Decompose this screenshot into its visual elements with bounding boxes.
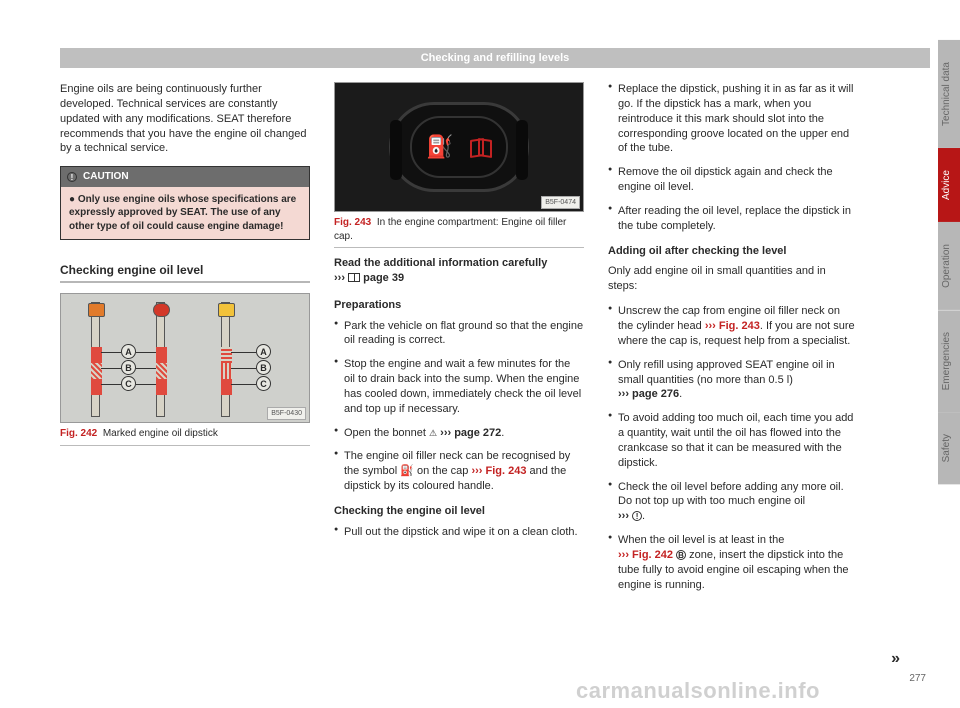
figure-243-caption: Fig. 243 In the engine compartment: Engi… [334,216,584,248]
add-item-4: Check the oil level before adding any mo… [608,480,858,525]
add-item-5a: When the oil level is at least in the [618,534,784,546]
oil-cap-face: ⛽ [410,116,508,178]
zone-label-b-left: B [121,360,136,375]
figure-242-caption: Fig. 242 Marked engine oil dipstick [60,427,310,446]
read-ref-page: page 39 [363,272,404,284]
prep-item-2: Stop the engine and wait a few minutes f… [334,357,584,416]
intro-paragraph: Engine oils are being continuously furth… [60,82,310,156]
prep-item-4b: on the cap [414,465,472,477]
page-number: 277 [909,673,926,684]
check-item-3: Remove the oil dipstick again and check … [608,165,858,195]
tab-advice[interactable]: Advice [938,148,960,222]
add-item-5b: ››› Fig. 242 [618,549,676,561]
zone-label-a-right: A [256,344,271,359]
figure-243-id: B5F-0474 [541,196,580,209]
zone-label-c-left: C [121,376,136,391]
column-3: Replace the dipstick, pushing it in as f… [608,82,858,601]
add-item-4a: Check the oil level before adding any mo… [618,481,844,508]
check-item-2: Replace the dipstick, pushing it in as f… [608,82,858,156]
zone-label-a-left: A [121,344,136,359]
add-item-1: Unscrew the cap from engine oil filler n… [608,304,858,349]
oil-symbol-icon: ⛽ [400,465,414,477]
figure-242: A B C A B C B5F-0430 [60,293,310,423]
tab-technical-data[interactable]: Technical data [938,40,960,148]
oil-can-icon: ⛽ [426,132,453,162]
prep-item-4: The engine oil filler neck can be recogn… [334,449,584,494]
add-item-5: When the oil level is at least in the ››… [608,533,858,592]
figure-242-label: Fig. 242 [60,428,97,439]
check-item-4: After reading the oil level, replace the… [608,204,858,234]
tab-emergencies[interactable]: Emergencies [938,310,960,412]
add-item-4c: . [642,510,645,522]
add-item-1b: ››› Fig. 243 [705,320,760,332]
manual-page: Checking and refilling levels Engine oil… [0,0,960,708]
adding-intro: Only add engine oil in small quantities … [608,264,858,294]
read-additional-text: Read the additional information carefull… [334,257,547,269]
check-item-1: Pull out the dipstick and wipe it on a c… [334,525,584,540]
figure-242-text: Marked engine oil dipstick [103,428,218,439]
dipstick-2 [156,302,165,417]
caution-box: ! CAUTION ● Only use engine oils whose s… [60,166,310,240]
book-icon [348,273,360,282]
manual-book-icon [470,139,492,155]
add-item-2b: ››› page 276 [618,388,679,400]
dipstick-3 [221,302,230,417]
prep-item-3b: ››› page 272 [440,427,501,439]
adding-heading: Adding oil after checking the level [608,244,858,259]
check-heading: Checking the engine oil level [334,504,584,519]
preparations-list: Park the vehicle on flat ground so that … [334,319,584,494]
zone-label-b-right: B [256,360,271,375]
add-item-3: To avoid adding too much oil, each time … [608,411,858,470]
column-2: ⛽ B5F-0474 Fig. 243 In the engine compar… [334,82,584,601]
continuation-marker: » [891,650,900,668]
caution-text: Only use engine oils whose specification… [69,194,296,232]
read-additional: Read the additional information carefull… [334,256,584,286]
caution-label: CAUTION [83,170,129,184]
dipstick-1 [91,302,100,417]
figure-243-label: Fig. 243 [334,217,371,228]
oil-filler-cap: ⛽ [389,102,529,192]
check-list-cont: Replace the dipstick, pushing it in as f… [608,82,858,234]
figure-242-id: B5F-0430 [267,407,306,420]
add-item-2: Only refill using approved SEAT engine o… [608,358,858,403]
prep-item-3c: . [501,427,504,439]
page-header: Checking and refilling levels [60,48,930,68]
tab-operation[interactable]: Operation [938,222,960,310]
prep-item-3: Open the bonnet ⚠ ››› page 272. [334,426,584,441]
column-1: Engine oils are being continuously furth… [60,82,310,601]
check-list: Pull out the dipstick and wipe it on a c… [334,525,584,540]
add-item-4b: ››› [618,510,632,522]
caution-header: ! CAUTION [61,167,309,187]
prep-item-1: Park the vehicle on flat ground so that … [334,319,584,349]
warning-triangle-icon: ⚠ [429,427,437,439]
read-ref-arrow: ››› [334,272,348,284]
watermark: carmanualsonline.info [576,678,820,704]
section-heading-check-oil: Checking engine oil level [60,262,310,283]
caution-body: ● Only use engine oils whose specificati… [61,187,309,240]
info-icon: ! [632,511,642,521]
tab-safety[interactable]: Safety [938,412,960,484]
adding-list: Unscrew the cap from engine oil filler n… [608,304,858,592]
prep-item-3a: Open the bonnet [344,427,429,439]
zone-b-icon: B [676,550,686,560]
caution-icon: ! [67,172,77,182]
preparations-heading: Preparations [334,298,584,313]
side-tabs: Technical data Advice Operation Emergenc… [938,40,960,485]
content-columns: Engine oils are being continuously furth… [60,82,930,601]
add-item-2a: Only refill using approved SEAT engine o… [618,359,835,386]
prep-item-4c: ››› Fig. 243 [471,465,526,477]
figure-243: ⛽ B5F-0474 [334,82,584,212]
zone-label-c-right: C [256,376,271,391]
add-item-2c: . [679,388,682,400]
intro-text: Engine oils are being continuously furth… [60,82,310,156]
